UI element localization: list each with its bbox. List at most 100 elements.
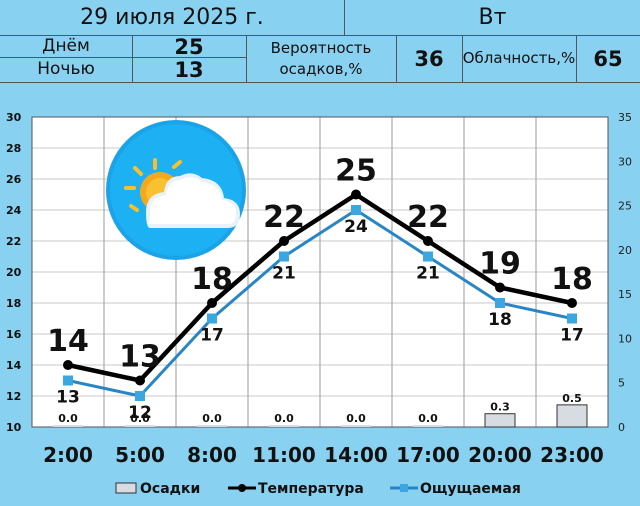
legend-precip-label: Осадки [140, 481, 200, 497]
y-tick-label-left: 22 [6, 235, 21, 248]
x-tick-label: 14:00 [324, 443, 388, 467]
y-tick-label-left: 18 [6, 297, 21, 310]
temperature-series: 14 13 18 22 25 22 19 18 [47, 154, 593, 386]
temperature-point [567, 298, 577, 308]
y-tick-label-right: 5 [618, 377, 625, 390]
header-divider [462, 36, 463, 82]
header-divider [396, 36, 397, 82]
feels-like-point [279, 251, 289, 262]
temperature-point [63, 360, 73, 370]
y-tick-label-right: 10 [618, 332, 632, 345]
x-tick-label: 23:00 [540, 443, 604, 467]
precip-bar [125, 425, 155, 427]
header-divider [344, 0, 345, 36]
header-divider [132, 36, 133, 82]
grid-lines [31, 116, 609, 428]
temperature-point [279, 236, 289, 246]
y-tick-label-left: 20 [6, 266, 22, 279]
feels-like-point [567, 313, 577, 324]
precip-value-label: 0.0 [418, 412, 438, 425]
y-tick-label-right: 15 [618, 288, 632, 301]
feels-like-line [67, 208, 573, 398]
feels-like-value-label: 12 [128, 403, 152, 423]
precip-bar [341, 425, 371, 427]
temperature-value-label: 22 [407, 200, 449, 235]
precip-bar [197, 425, 227, 427]
legend-feels-like-marker [400, 484, 408, 492]
temperature-point [207, 298, 217, 308]
precip-bar [556, 404, 588, 428]
temperature-value-label: 25 [335, 154, 377, 189]
feels-like-value-label: 13 [56, 388, 80, 408]
y-tick-label-right: 0 [618, 421, 625, 434]
precip-value-label: 0.5 [562, 392, 582, 405]
temperature-line [67, 192, 573, 383]
precip-probability-label-line1: Вероятность [270, 38, 372, 57]
plot-border [31, 116, 609, 428]
legend-temperature-label: Температура [258, 481, 364, 497]
y-tick-label-left: 28 [6, 142, 21, 155]
y-tick-label-left: 12 [6, 390, 21, 403]
x-tick-label: 5:00 [115, 443, 165, 467]
x-tick-label: 8:00 [187, 443, 237, 467]
cloudiness-label: Облачность,% [462, 49, 576, 68]
precip-bars: 0.0 0.0 0.0 0.0 0.0 0.0 0.3 0.5 [53, 392, 588, 428]
temperature-value-label: 13 [119, 340, 161, 375]
temperature-point [495, 282, 505, 293]
forecast-header: 29 июля 2025 г. Вт Днём 25 Ночью 13 Веро… [0, 0, 640, 84]
feels-like-series: 13 12 17 21 24 21 18 17 [56, 205, 584, 423]
precip-bar [484, 413, 516, 428]
temperature-value-label: 18 [191, 262, 233, 297]
x-tick-label: 2:00 [43, 443, 93, 467]
x-tick-label: 11:00 [252, 443, 316, 467]
precip-value-label: 0.0 [274, 412, 294, 425]
feels-like-point [351, 205, 361, 215]
y-tick-label-left: 10 [6, 421, 22, 434]
precip-bar [53, 425, 83, 427]
x-tick-label: 17:00 [396, 443, 460, 467]
y-tick-label-right: 35 [618, 111, 632, 124]
precip-bar [269, 425, 299, 427]
precip-bar [413, 425, 443, 427]
header-divider [0, 35, 640, 36]
temperature-value-label: 18 [551, 262, 593, 297]
precip-value-label: 0.0 [58, 412, 78, 425]
feels-like-value-label: 24 [344, 217, 368, 237]
day-temp-value: 25 [174, 34, 204, 59]
feels-like-value-label: 17 [200, 326, 224, 346]
legend-temperature-marker [238, 484, 246, 492]
temperature-value-label: 22 [263, 200, 305, 235]
feels-like-point [63, 375, 73, 386]
precip-value-label: 0.0 [202, 412, 222, 425]
header-divider [246, 36, 247, 82]
temperature-point [135, 375, 145, 386]
date-label: 29 июля 2025 г. [80, 5, 264, 31]
feels-like-value-label: 21 [416, 264, 440, 284]
y-tick-label-left: 24 [6, 204, 22, 217]
temperature-value-label: 14 [47, 324, 89, 359]
feels-like-value-label: 21 [272, 264, 296, 284]
precip-probability-label: Вероятность осадков,% [246, 36, 396, 82]
feels-like-point [495, 298, 505, 308]
cloudiness-value: 65 [593, 46, 623, 71]
header-divider [0, 57, 246, 58]
x-tick-label: 20:00 [468, 443, 532, 467]
y-tick-label-right: 30 [618, 155, 632, 168]
feels-like-point [423, 251, 433, 262]
feels-like-value-label: 17 [560, 326, 584, 346]
temperature-value-label: 19 [479, 247, 521, 282]
precip-value-label: 0.0 [130, 412, 150, 425]
header-divider [576, 36, 577, 82]
feels-like-point [135, 391, 145, 401]
day-temp-label: Днём [42, 36, 90, 57]
precip-value-label: 0.3 [490, 401, 510, 414]
y-axis-left: 10 12 14 16 18 20 22 24 26 28 30 [6, 111, 22, 434]
precip-value-label: 0.0 [346, 412, 366, 425]
feels-like-point [207, 313, 217, 324]
y-tick-label-left: 16 [6, 328, 22, 341]
precip-probability-label-line2: осадков,% [279, 60, 363, 78]
feels-like-value-label: 18 [488, 310, 512, 330]
temperature-point [351, 189, 361, 200]
night-temp-value: 13 [174, 57, 204, 82]
